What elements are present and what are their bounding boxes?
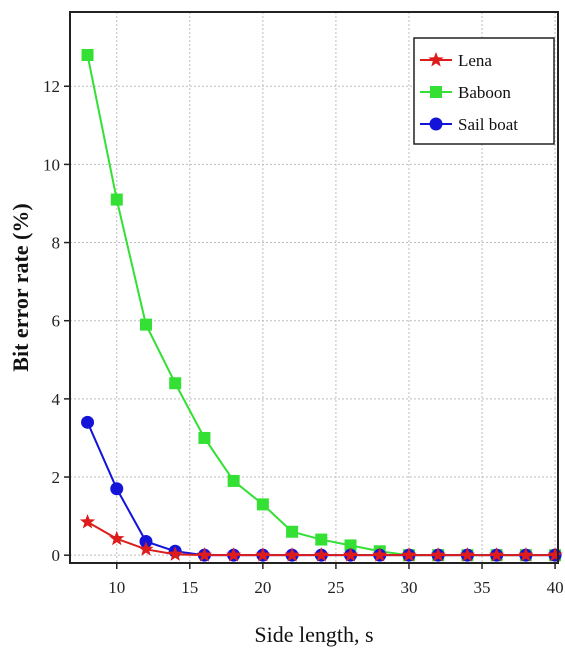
data-point [255,547,271,562]
x-tick-label: 25 [327,578,344,597]
legend-label: Baboon [458,83,511,102]
series-layer [79,48,563,562]
data-point [226,547,242,562]
data-point [138,541,154,556]
legend-marker [429,117,443,131]
legend-item: Sail boat [420,115,518,134]
y-tick-label: 4 [52,390,61,409]
ticks: 10 15 20 25 30 35 40 0 2 4 6 8 10 12 [43,77,564,597]
legend-marker [428,52,444,67]
legend-label: Sail boat [458,115,518,134]
data-point [547,547,563,562]
data-point [79,513,96,529]
data-point [81,415,95,429]
data-point [109,530,125,546]
data-point [342,547,359,562]
data-point [430,547,446,562]
legend-label: Lena [458,51,492,70]
y-tick-label: 10 [43,155,60,174]
x-tick-label: 10 [108,578,125,597]
y-tick-label: 6 [52,312,61,331]
legend: Lena Baboon Sail boat [413,37,555,145]
x-axis-title: Side length, s [254,622,373,647]
data-point [284,547,300,562]
y-tick-label: 12 [43,77,60,96]
data-point [167,546,183,561]
data-point [315,533,328,546]
data-point [110,482,124,496]
data-point [313,547,329,562]
x-tick-label: 20 [254,578,271,597]
data-point [372,547,388,562]
plot-frame [69,11,559,564]
data-point [256,498,269,511]
x-tick-label: 40 [547,578,564,597]
x-tick-label: 15 [181,578,198,597]
data-point [344,539,357,552]
data-point [169,377,182,390]
data-point [489,547,505,562]
data-point [227,474,240,487]
data-point [401,547,417,562]
data-point [139,318,152,331]
data-point [81,48,94,61]
legend-item: Lena [420,51,492,70]
data-point [196,547,213,562]
y-tick-label: 0 [52,546,61,565]
y-tick-label: 8 [52,234,61,253]
y-tick-label: 2 [52,468,61,487]
data-point [459,547,476,562]
data-point [518,547,534,562]
y-axis-title: Bit error rate (%) [8,203,33,371]
x-tick-label: 35 [474,578,491,597]
x-tick-label: 30 [400,578,417,597]
series-lena [79,513,563,562]
legend-item: Baboon [420,83,511,102]
data-point [110,193,123,206]
data-point [198,431,211,444]
legend-marker [430,86,442,98]
data-point [286,525,299,538]
